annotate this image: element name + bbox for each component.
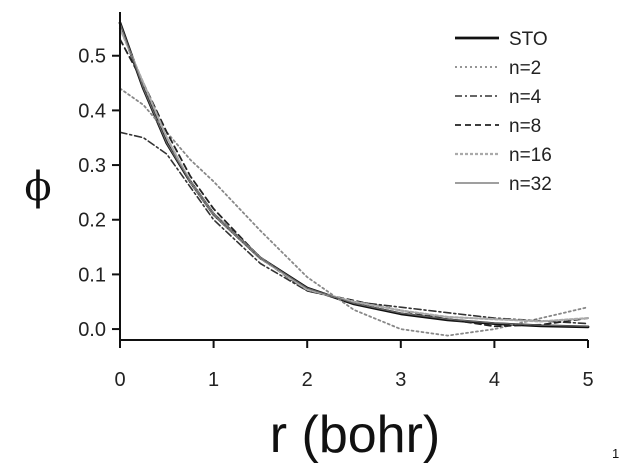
ticks-layer: 0 1 2 3 4 5 0.0 0.1 0.2 0.3 0.4 0.5 — [78, 46, 593, 391]
x-tick-label: 3 — [395, 369, 406, 391]
series-line-n-16 — [118, 27, 590, 323]
y-tick-label: 0.5 — [78, 46, 106, 68]
y-tick-label: 0.4 — [78, 100, 106, 122]
y-tick-label: 0.3 — [78, 155, 106, 177]
legend-label: n=16 — [509, 145, 552, 166]
x-tick-label: 1 — [208, 369, 219, 391]
y-axis-title: ϕ — [24, 164, 51, 210]
series-line-n-8 — [119, 38, 589, 328]
legend: STO n=2 n=4 n=8 n=16 n=32 — [455, 29, 552, 195]
x-tick-label: 0 — [114, 369, 125, 391]
y-tick-label: 0.2 — [78, 210, 106, 232]
x-tick-label: 2 — [302, 369, 313, 391]
page-number: 1 — [612, 446, 620, 461]
series-line-n-32 — [119, 22, 589, 327]
x-tick-label: 4 — [489, 369, 500, 391]
axes-layer — [119, 12, 588, 341]
legend-label: n=8 — [509, 116, 541, 137]
legend-label: n=2 — [509, 58, 541, 79]
legend-label: n=32 — [509, 174, 552, 195]
legend-label: n=4 — [509, 87, 542, 108]
y-tick-label: 0.1 — [78, 264, 106, 286]
y-tick-label: 0.0 — [78, 319, 106, 341]
legend-label: STO — [509, 29, 548, 50]
series-layer — [118, 21, 590, 337]
x-axis-title: r (bohr) — [270, 406, 440, 463]
series-line-n-4 — [119, 131, 589, 325]
x-tick-label: 5 — [582, 369, 593, 391]
